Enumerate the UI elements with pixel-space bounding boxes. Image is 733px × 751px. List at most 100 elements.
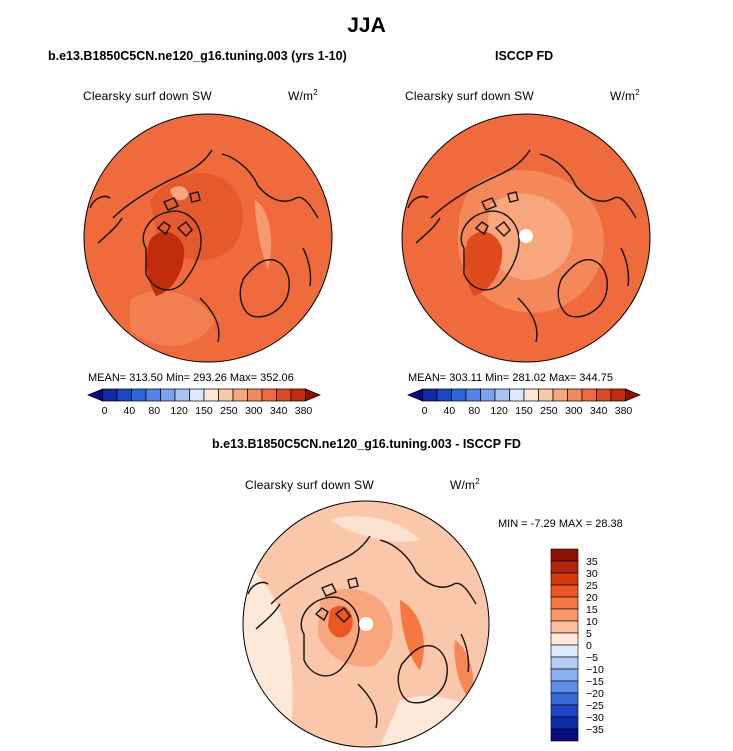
colorbar-tick-label: −15 — [586, 676, 604, 688]
colorbar-tick-label: 380 — [295, 405, 313, 417]
model-units-label: W/m2 — [288, 88, 318, 103]
colorbar-tick-label: 150 — [515, 405, 533, 417]
colorbar-box — [160, 388, 176, 402]
colorbar-tick-label: 250 — [540, 405, 558, 417]
colorbar-tick-label: 120 — [490, 405, 508, 417]
colorbar-end-high — [305, 388, 321, 402]
colorbar-tick-label: −20 — [586, 688, 604, 700]
colorbar-tick-label: 40 — [444, 405, 456, 417]
colorbar-tick-label: −30 — [586, 712, 604, 724]
colorbar-tick-label: 340 — [590, 405, 608, 417]
model-map — [84, 114, 332, 362]
colorbar-box — [550, 560, 579, 574]
diff-units-label: W/m2 — [450, 477, 480, 492]
colorbar-box — [290, 388, 306, 402]
colorbar-box — [550, 704, 579, 718]
colorbar-box — [552, 388, 568, 402]
colorbar-box — [550, 620, 579, 634]
panel-obs-title: ISCCP FD — [495, 49, 554, 63]
colorbar-tick-label: 15 — [586, 604, 598, 616]
colorbar-box — [480, 388, 496, 402]
colorbar-box — [581, 388, 597, 402]
diff-variable-label: Clearsky surf down SW — [245, 478, 374, 492]
colorbar-box — [550, 644, 579, 658]
obs-units-label: W/m2 — [610, 88, 640, 103]
colorbar-tick-label: 0 — [422, 405, 428, 417]
colorbar-box — [596, 388, 612, 402]
colorbar-box — [550, 716, 579, 730]
colorbar-tick-label: 25 — [586, 580, 598, 592]
colorbar-box — [567, 388, 583, 402]
colorbar-tick-label: 380 — [615, 405, 633, 417]
colorbar-box — [436, 388, 452, 402]
obs-stats: MEAN= 303.11 Min= 281.02 Max= 344.75 — [408, 372, 613, 384]
colorbar-tick-label: 35 — [586, 556, 598, 568]
colorbar-box — [550, 632, 579, 646]
model-variable-label: Clearsky surf down SW — [83, 89, 212, 103]
colorbar-box — [465, 388, 481, 402]
colorbar-box — [189, 388, 205, 402]
colorbar-box — [218, 388, 234, 402]
colorbar-end-high — [625, 388, 641, 402]
colorbar-tick-label: 0 — [586, 640, 592, 652]
colorbar-box — [550, 656, 579, 670]
colorbar-box — [550, 596, 579, 610]
colorbar-end-low — [407, 388, 423, 402]
colorbar-tick-label: 40 — [124, 405, 136, 417]
colorbar-tick-label: −5 — [586, 652, 598, 664]
colorbar-box — [145, 388, 161, 402]
colorbar-box — [102, 388, 118, 402]
colorbar-box — [509, 388, 525, 402]
colorbar-tick-label: −35 — [586, 724, 604, 736]
colorbar-box — [550, 584, 579, 598]
colorbar-box — [550, 548, 579, 562]
colorbar-tick-label: 340 — [270, 405, 288, 417]
colorbar-end-low — [87, 388, 103, 402]
colorbar-box — [203, 388, 219, 402]
colorbar-tick-label: 150 — [195, 405, 213, 417]
obs-colorbar: 0 40 80 120 150 250 300 340 380 — [407, 388, 641, 417]
colorbar-box — [538, 388, 554, 402]
colorbar-tick-label: −10 — [586, 664, 604, 676]
colorbar-box — [494, 388, 510, 402]
colorbar-tick-label: 20 — [586, 592, 598, 604]
colorbar-box — [261, 388, 277, 402]
panel-diff-title: b.e13.B1850C5CN.ne120_g16.tuning.003 - I… — [212, 437, 521, 451]
colorbar-tick-label: 10 — [586, 616, 598, 628]
colorbar-box — [550, 680, 579, 694]
colorbar-tick-label: 5 — [586, 628, 592, 640]
colorbar-tick-label: 300 — [565, 405, 583, 417]
colorbar-box — [422, 388, 438, 402]
colorbar-box — [276, 388, 292, 402]
colorbar-tick-label: 80 — [468, 405, 480, 417]
colorbar-box — [116, 388, 132, 402]
panel-model-title: b.e13.B1850C5CN.ne120_g16.tuning.003 (yr… — [48, 49, 347, 63]
model-colorbar: 0 40 80 120 150 250 300 340 380 — [87, 388, 321, 417]
colorbar-box — [131, 388, 147, 402]
model-stats: MEAN= 313.50 Min= 293.26 Max= 352.06 — [88, 372, 294, 384]
colorbar-tick-label: 300 — [245, 405, 263, 417]
colorbar-box — [610, 388, 626, 402]
diff-stats: MIN = -7.29 MAX = 28.38 — [498, 518, 623, 530]
obs-map — [402, 114, 650, 362]
obs-variable-label: Clearsky surf down SW — [405, 89, 534, 103]
colorbar-tick-label: 250 — [220, 405, 238, 417]
colorbar-box — [550, 668, 579, 682]
colorbar-box — [232, 388, 248, 402]
colorbar-box — [550, 608, 579, 622]
colorbar-tick-label: 30 — [586, 568, 598, 580]
colorbar-tick-label: 0 — [102, 405, 108, 417]
colorbar-box — [451, 388, 467, 402]
colorbar-tick-label: 80 — [148, 405, 160, 417]
colorbar-box — [550, 728, 579, 742]
colorbar-box — [550, 572, 579, 586]
main-title: JJA — [347, 14, 386, 37]
colorbar-box — [550, 692, 579, 706]
colorbar-tick-label: 120 — [170, 405, 188, 417]
colorbar-tick-label: −25 — [586, 700, 604, 712]
colorbar-box — [247, 388, 263, 402]
colorbar-box — [174, 388, 190, 402]
diff-map — [243, 501, 489, 747]
